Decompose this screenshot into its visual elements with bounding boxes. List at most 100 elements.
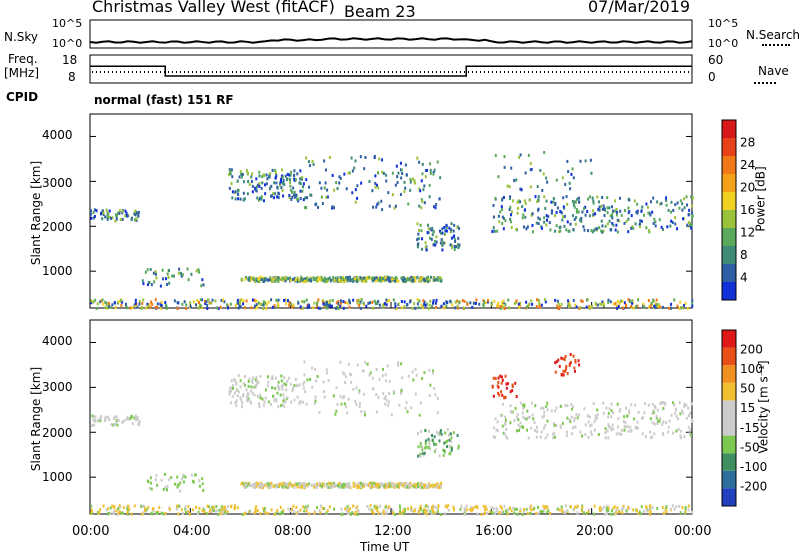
echo-point [203, 510, 206, 514]
echo-point [331, 205, 334, 209]
echo-point [273, 512, 276, 516]
echo-point [424, 241, 427, 245]
echo-point [121, 420, 124, 424]
echo-point [408, 277, 411, 281]
echo-point [388, 392, 391, 396]
echo-point [658, 419, 661, 423]
echo-point [135, 217, 138, 221]
echo-point [309, 279, 312, 283]
echo-point [241, 401, 244, 405]
echo-point [416, 222, 419, 226]
echo-point [262, 173, 265, 177]
echo-point [566, 509, 569, 513]
echo-point [269, 485, 272, 489]
echo-point [542, 172, 545, 176]
echo-point [552, 436, 555, 440]
echo-point [124, 214, 127, 218]
echo-point [121, 211, 124, 215]
echo-point [304, 505, 307, 509]
echo-point [633, 417, 636, 421]
echo-point [484, 508, 487, 512]
echo-point [510, 213, 513, 217]
echo-point [604, 224, 607, 228]
echo-point [526, 305, 529, 309]
echo-point [368, 179, 371, 183]
echo-point [614, 511, 617, 515]
echo-point [515, 227, 518, 231]
echo-point [253, 482, 256, 486]
echo-point [108, 418, 111, 422]
echo-point [596, 408, 599, 412]
echo-point [423, 201, 426, 205]
echo-point [240, 175, 243, 179]
velocity-cbar-swatch [722, 400, 736, 418]
echo-point [428, 445, 431, 449]
echo-point [585, 305, 588, 309]
echo-point [134, 301, 137, 305]
echo-point [102, 212, 105, 216]
echo-point [466, 302, 469, 306]
echo-point [457, 446, 460, 450]
echo-point [544, 206, 547, 210]
echo-point [314, 399, 317, 403]
echo-point [348, 507, 351, 511]
echo-point [357, 298, 360, 302]
echo-point [593, 228, 596, 232]
echo-point [266, 384, 269, 388]
echo-point [168, 281, 171, 285]
echo-point [233, 504, 236, 508]
echo-point [607, 300, 610, 304]
echo-point [314, 395, 317, 399]
echo-point [289, 382, 292, 386]
echo-point [279, 505, 282, 509]
echo-point [298, 483, 301, 487]
echo-point [149, 476, 152, 480]
echo-point [436, 482, 439, 486]
echo-point [490, 303, 493, 307]
echo-point [540, 225, 543, 229]
echo-point [299, 177, 302, 181]
echo-point [506, 436, 509, 440]
echo-point [572, 203, 575, 207]
echo-point [616, 304, 619, 308]
echo-point [522, 425, 525, 429]
echo-point [414, 306, 417, 310]
echo-point [271, 375, 274, 379]
echo-point [576, 197, 579, 201]
echo-point [649, 200, 652, 204]
echo-point [609, 214, 612, 218]
echo-point [126, 512, 129, 516]
echo-point [322, 302, 325, 306]
echo-point [331, 484, 334, 488]
echo-point [425, 168, 428, 172]
echo-point [545, 199, 548, 203]
echo-point [397, 171, 400, 175]
echo-point [327, 486, 330, 490]
echo-point [270, 298, 273, 302]
echo-point [218, 508, 221, 512]
echo-point [509, 205, 512, 209]
echo-point [409, 178, 412, 182]
echo-point [383, 396, 386, 400]
echo-point [306, 279, 309, 283]
echo-point [242, 299, 245, 303]
echo-point [156, 483, 159, 487]
echo-point [609, 300, 612, 304]
echo-point [90, 209, 93, 213]
echo-point [431, 226, 434, 230]
echo-point [164, 485, 167, 489]
echo-point [515, 507, 518, 511]
echo-point [577, 196, 580, 200]
echo-point [496, 420, 499, 424]
echo-point [366, 504, 369, 508]
echo-point [453, 507, 456, 511]
echo-point [355, 386, 358, 390]
echo-point [417, 232, 420, 236]
echo-point [632, 226, 635, 230]
echo-point [275, 483, 278, 487]
echo-point [420, 303, 423, 307]
echo-point [581, 504, 584, 508]
echo-point [618, 196, 621, 200]
power-cbar-swatch [722, 246, 736, 264]
echo-point [669, 224, 672, 228]
